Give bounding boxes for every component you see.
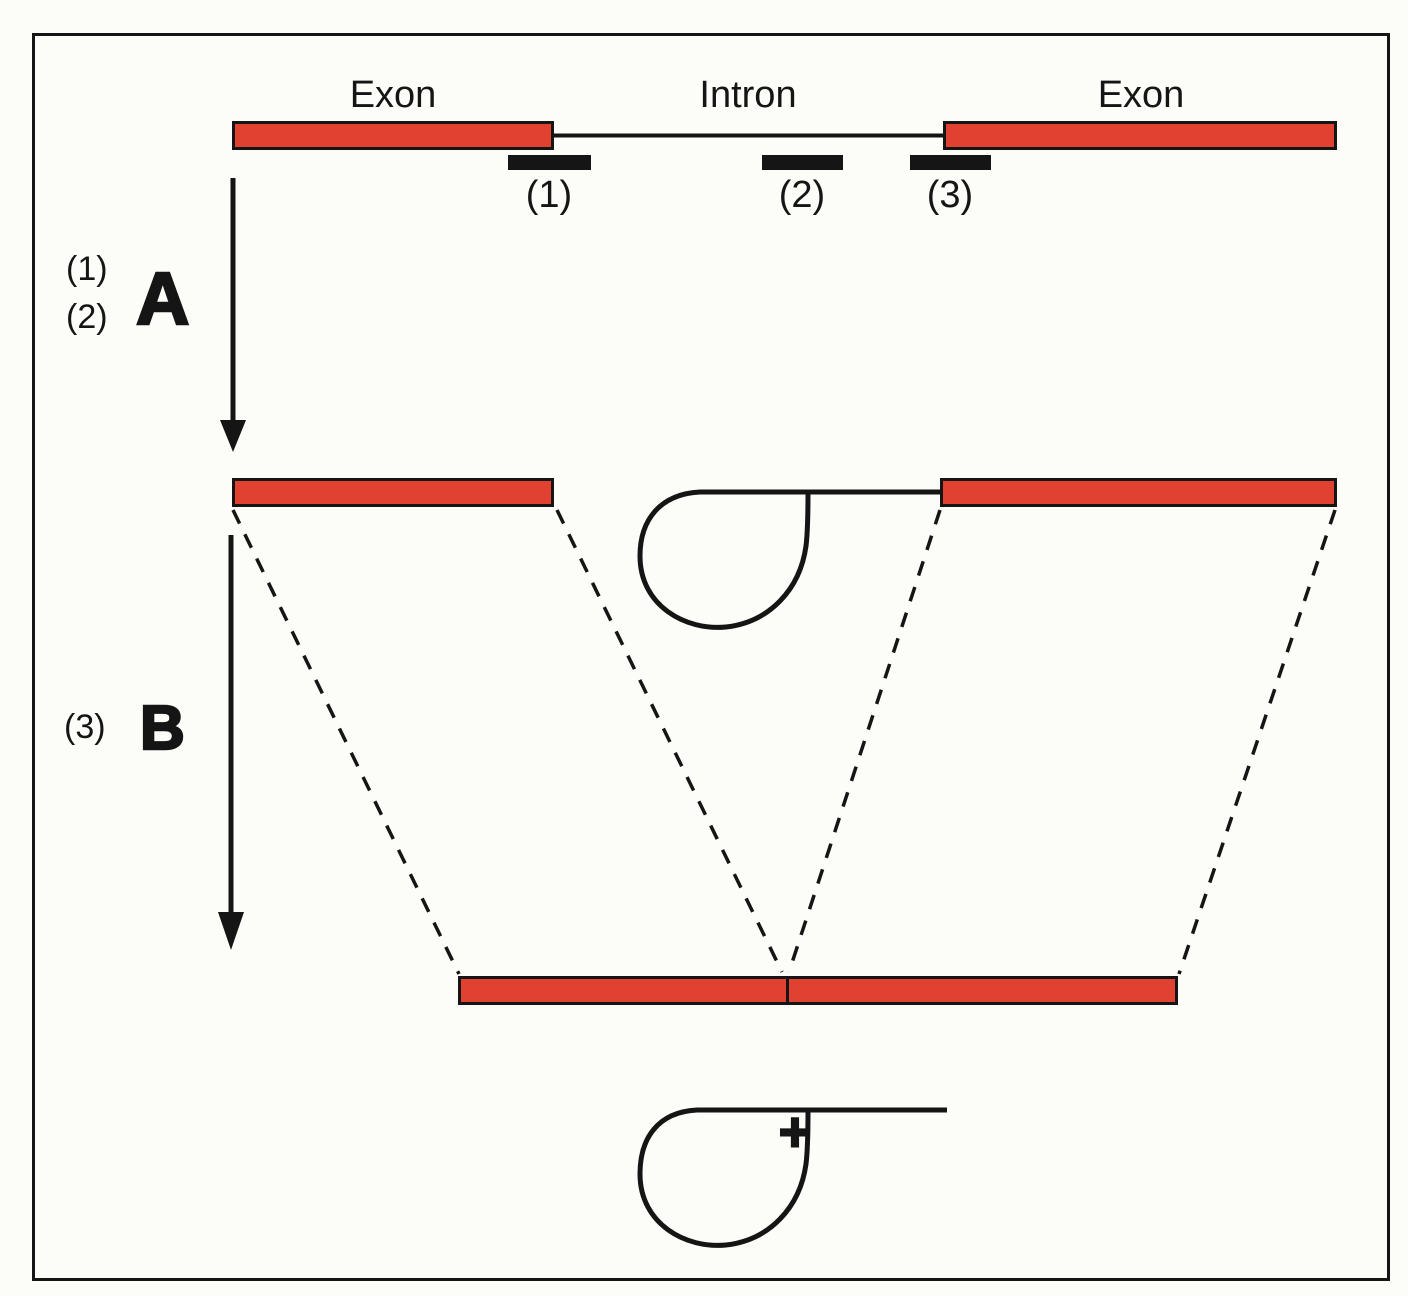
lariat-intron-intermediate (637, 489, 940, 630)
step-a-letter: A (135, 257, 191, 340)
step-b-probe-ref-3: (3) (64, 708, 106, 746)
probe-2-bar (762, 155, 843, 170)
alignment-dash-right-outer (1177, 509, 1337, 975)
exon-label-left: Exon (349, 74, 437, 116)
step-a-probe-ref-1: (1) (66, 250, 108, 288)
exon-label-right: Exon (1097, 74, 1185, 116)
plus-sign: + (778, 1100, 813, 1163)
step-a-probe-ref-2: (2) (66, 298, 108, 336)
intermediate-exon-right-bar (940, 478, 1337, 507)
probe-3-label: (3) (926, 174, 974, 216)
alignment-dash-right-inner (787, 509, 942, 973)
pre-mrna-exon-left-bar (232, 121, 554, 150)
figure-frame (32, 33, 1390, 1281)
probe-1-label: (1) (525, 174, 573, 216)
alignment-dash-left-outer (231, 509, 461, 975)
excised-lariat-intron (637, 1107, 947, 1248)
probe-2-label: (2) (778, 174, 826, 216)
step-b-letter: B (139, 694, 186, 763)
probe-1-bar (508, 155, 591, 170)
step-a-arrow (220, 178, 246, 452)
intermediate-exon-left-bar (232, 478, 554, 507)
step-b-arrow (218, 535, 244, 950)
probe-3-bar (910, 155, 991, 170)
pre-mrna-exon-right-bar (943, 121, 1337, 150)
spliced-mrna-bar (458, 976, 1178, 1005)
alignment-dashed-lines (231, 509, 1337, 975)
splice-junction-line (786, 979, 789, 1002)
alignment-dash-left-inner (555, 509, 784, 973)
intron-label: Intron (699, 74, 797, 116)
